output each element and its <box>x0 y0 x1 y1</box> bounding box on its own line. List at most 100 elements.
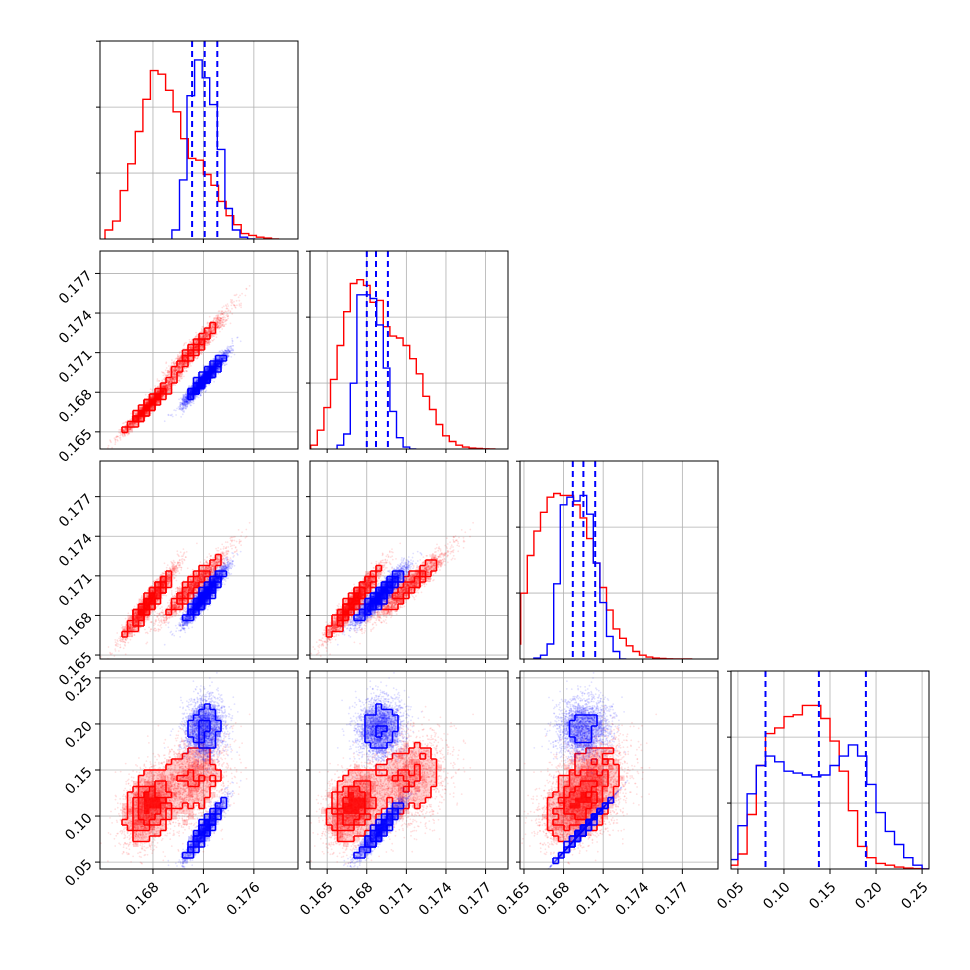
scatter-point <box>185 357 187 359</box>
scatter-point <box>181 377 184 380</box>
scatter-point <box>185 370 188 373</box>
scatter-point <box>188 346 191 348</box>
scatter-point <box>230 304 233 307</box>
scatter-point <box>129 422 132 425</box>
scatter-point <box>223 318 225 321</box>
scatter-point <box>179 368 182 371</box>
scatter-point <box>202 334 205 337</box>
scatter-point <box>128 423 131 426</box>
scatter-point <box>196 351 198 354</box>
scatter-point <box>173 378 176 381</box>
scatter-point <box>202 347 205 349</box>
scatter-point <box>141 406 144 409</box>
density-cell <box>144 405 150 411</box>
scatter-point <box>124 433 126 436</box>
scatter-point <box>165 383 168 386</box>
scatter-point <box>156 400 159 403</box>
density-cell <box>199 333 205 339</box>
density-cell <box>122 427 128 433</box>
scatter-point <box>196 345 198 348</box>
scatter-point <box>215 315 217 317</box>
density-cell <box>149 405 155 411</box>
scatter-point <box>124 429 127 431</box>
scatter-point <box>216 321 219 324</box>
scatter-point <box>206 322 209 324</box>
scatter-point <box>178 379 181 382</box>
scatter-point <box>173 380 176 382</box>
scatter-point <box>200 339 202 342</box>
scatter-point <box>169 383 171 386</box>
scatter-point <box>152 395 155 398</box>
scatter-point <box>224 320 227 323</box>
scatter-point <box>226 303 229 305</box>
scatter-point <box>194 351 196 354</box>
scatter-point <box>166 387 169 390</box>
scatter-point <box>171 378 174 381</box>
scatter-point <box>226 313 229 315</box>
scatter-point <box>194 347 197 350</box>
scatter-point <box>141 405 144 408</box>
scatter-point <box>211 326 214 328</box>
scatter-point <box>183 352 185 354</box>
scatter-point <box>212 335 215 337</box>
scatter-point <box>189 351 192 354</box>
scatter-point <box>145 412 148 414</box>
scatter-point <box>166 388 169 391</box>
scatter-point <box>220 317 222 320</box>
scatter-point <box>201 334 204 337</box>
scatter-point <box>211 327 214 330</box>
density-cell <box>210 322 216 328</box>
density-cell <box>177 372 183 378</box>
scatter-point <box>194 346 197 349</box>
scatter-point <box>155 391 158 393</box>
density-cell <box>177 361 183 367</box>
scatter-point <box>151 389 154 392</box>
scatter-point <box>201 335 204 338</box>
scatter-point <box>144 411 147 414</box>
scatter-point <box>170 379 172 382</box>
scatter-point <box>248 285 251 287</box>
scatter-point <box>174 384 177 386</box>
scatter-point <box>230 300 233 303</box>
scatter-point <box>128 423 131 425</box>
density-cell <box>188 355 194 361</box>
scatter-point <box>188 341 191 343</box>
scatter-point <box>136 424 138 426</box>
scatter-point <box>122 435 125 438</box>
scatter-point <box>225 307 228 310</box>
scatter-point <box>189 351 192 353</box>
scatter-point <box>146 413 149 415</box>
scatter-point <box>201 325 204 328</box>
scatter-point <box>222 323 224 326</box>
scatter-point <box>167 381 170 384</box>
scatter-point <box>199 339 202 342</box>
scatter-point <box>152 394 155 397</box>
scatter-point <box>164 385 167 388</box>
scatter-point <box>132 423 135 426</box>
scatter-point <box>121 433 124 435</box>
scatter-point <box>180 350 183 353</box>
scatter-point <box>170 361 173 364</box>
scatter-point <box>184 351 187 354</box>
scatter-point <box>202 342 205 345</box>
scatter-point <box>195 345 198 348</box>
scatter-point <box>216 314 218 317</box>
scatter-point <box>176 369 179 372</box>
scatter-point <box>127 612 130 615</box>
scatter-point <box>156 390 159 392</box>
scatter-point <box>206 322 209 325</box>
density-cell <box>133 421 139 427</box>
scatter-point <box>165 385 168 388</box>
scatter-point <box>183 358 186 360</box>
scatter-point <box>205 336 208 338</box>
scatter-point <box>171 359 173 362</box>
scatter-point <box>115 436 118 438</box>
scatter-point <box>216 316 219 318</box>
scatter-point <box>188 357 191 360</box>
density-cell <box>160 388 166 394</box>
scatter-point <box>206 331 209 334</box>
scatter-point <box>190 365 192 367</box>
scatter-point <box>195 339 198 342</box>
scatter-point <box>205 331 208 334</box>
scatter-point <box>168 369 171 372</box>
